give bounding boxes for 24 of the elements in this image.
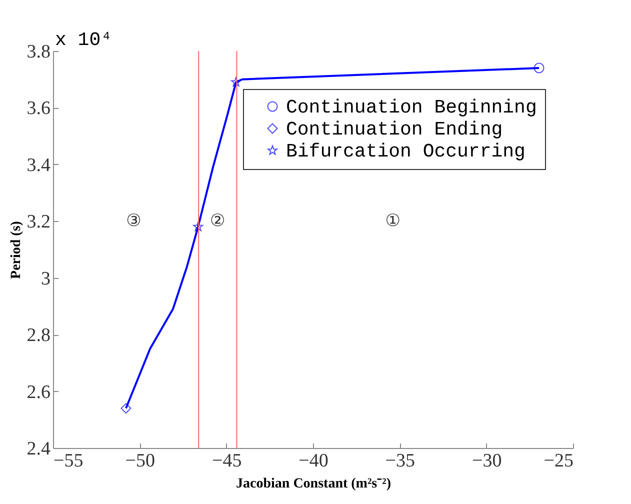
annotation: ① (385, 211, 400, 232)
y-tick-label: 2.4 (26, 438, 51, 460)
x-axis-title: Jacobian Constant (m²s⁻²) (236, 476, 392, 492)
y-tick-label: 3 (41, 268, 50, 290)
x-tick-label: −45 (212, 450, 242, 472)
y-tick-label: 3.8 (26, 42, 50, 62)
y-tick-label: 3.4 (26, 154, 51, 176)
y-tick-label: 3.2 (26, 212, 50, 233)
text: x 10⁴ (55, 29, 112, 51)
x-tick-label: −25 (544, 450, 574, 472)
y-tick-label: 3.6 (26, 98, 50, 120)
annotation: ③ (126, 211, 142, 232)
x-tick-label: −35 (385, 450, 416, 472)
legend-label: Continuation Ending (286, 118, 503, 140)
y-tick-label: 2.6 (26, 382, 50, 403)
legend-label: Bifurcation Occurring (286, 140, 526, 162)
x-tick-label: −50 (125, 450, 156, 472)
annotation: ② (210, 211, 226, 232)
legend-label: Continuation Beginning (286, 96, 537, 118)
y-tick-label: 2.8 (26, 325, 50, 346)
y-axis-title: Period (s) (8, 220, 24, 279)
x-tick-label: −40 (298, 450, 328, 472)
x-tick-label: −55 (54, 450, 84, 472)
x-tick-label: −30 (472, 450, 502, 472)
